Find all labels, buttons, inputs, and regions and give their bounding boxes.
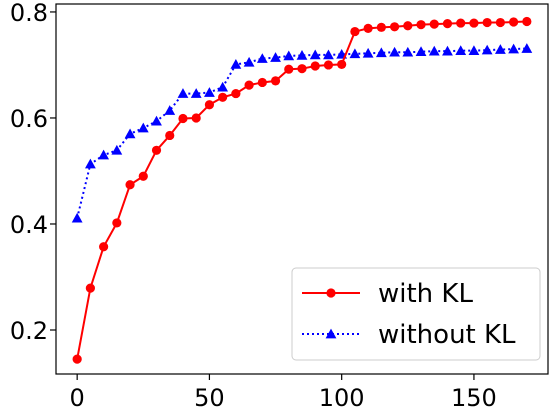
data-point [270, 52, 281, 62]
data-point [257, 77, 267, 88]
data-point [112, 218, 122, 228]
data-point [521, 43, 533, 53]
legend-label: with KL [378, 279, 473, 309]
data-point [376, 22, 386, 32]
data-point [190, 88, 202, 98]
data-point [350, 26, 360, 37]
data-point [151, 145, 162, 155]
legend: with KL without KL [291, 267, 541, 361]
data-point [177, 88, 189, 98]
data-point [138, 171, 148, 181]
legend-label: without KL [378, 320, 516, 350]
series-layer [71, 16, 533, 364]
plot-frame [55, 3, 549, 375]
data-point [323, 49, 334, 60]
data-point [349, 48, 361, 59]
data-point [455, 45, 467, 55]
data-point [284, 64, 294, 74]
ticks-layer: 0 50 100 150 0.2 0.4 0.6 0.8 [10, 0, 497, 412]
legend-marker [325, 328, 337, 339]
data-point [429, 19, 439, 29]
data-point [178, 113, 188, 124]
data-point [218, 92, 228, 102]
data-point [442, 19, 453, 29]
data-point [151, 115, 162, 126]
x-tick-label: 100 [319, 384, 365, 412]
data-point [85, 283, 95, 293]
data-point [508, 43, 520, 54]
data-point [323, 60, 334, 70]
x-tick-label: 150 [451, 384, 497, 412]
data-point [468, 45, 480, 55]
data-point [495, 17, 505, 28]
data-point [125, 180, 135, 190]
data-point [217, 81, 229, 92]
data-point [403, 21, 413, 31]
data-point [71, 212, 83, 223]
data-point [416, 20, 426, 30]
data-point [456, 18, 466, 28]
legend-box [291, 267, 541, 361]
data-point [124, 128, 136, 139]
data-point [481, 44, 493, 55]
data-point [204, 87, 215, 97]
data-point [402, 46, 414, 57]
data-point [98, 149, 110, 160]
data-point [165, 130, 175, 141]
data-point [363, 23, 373, 33]
data-point [111, 144, 123, 155]
data-point [415, 46, 427, 57]
data-point [231, 88, 241, 99]
data-point [494, 44, 506, 54]
data-point [270, 76, 281, 86]
y-tick-label: 0.4 [10, 211, 48, 239]
data-point [84, 158, 96, 169]
y-tick-label: 0.8 [10, 0, 48, 27]
data-point [256, 53, 268, 63]
legend-marker [326, 288, 336, 298]
data-point [337, 59, 347, 70]
x-tick-label: 50 [194, 384, 225, 412]
data-point [428, 45, 440, 56]
data-point [297, 64, 307, 74]
data-point [230, 59, 242, 69]
data-point [522, 16, 532, 27]
data-point [296, 50, 308, 60]
series-with-kl [72, 16, 532, 364]
data-point [204, 100, 215, 110]
data-point [243, 56, 255, 67]
data-point [310, 61, 320, 71]
data-point [442, 45, 453, 56]
data-point [244, 80, 254, 90]
data-point [482, 17, 492, 28]
data-point [509, 17, 519, 27]
series-line [76, 47, 527, 219]
series-without-kl [71, 43, 533, 223]
data-point [191, 113, 201, 123]
data-point [362, 47, 374, 58]
data-point [389, 22, 400, 32]
y-tick-label: 0.6 [10, 105, 48, 133]
data-point [283, 50, 295, 61]
data-point [164, 105, 176, 115]
data-point [375, 47, 387, 58]
data-point [72, 354, 82, 364]
y-tick-label: 0.2 [10, 317, 48, 345]
data-point [469, 18, 479, 28]
x-tick-label: 0 [70, 384, 85, 412]
data-point [99, 242, 109, 252]
data-point [309, 49, 321, 60]
data-point [389, 46, 400, 57]
data-point [137, 122, 149, 133]
